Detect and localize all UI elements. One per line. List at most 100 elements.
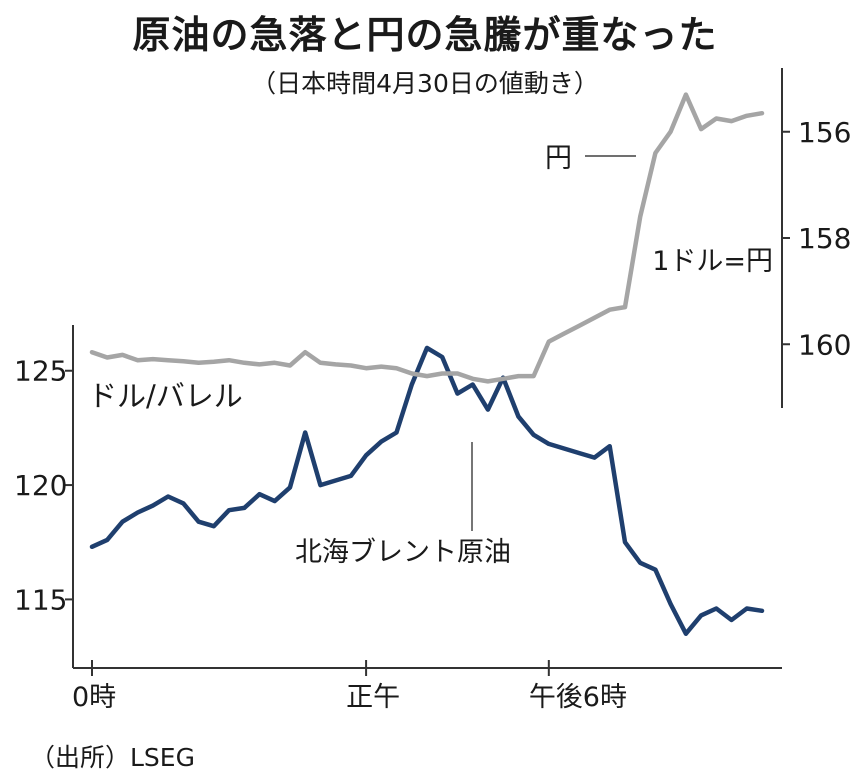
brent-point [227,508,231,512]
yen-point [136,358,140,362]
yen-point [516,374,520,378]
yen-point [684,92,688,97]
brent-point [303,430,307,435]
brent-point [90,545,94,549]
brent-point [455,392,460,396]
yen-point [196,361,201,365]
brent-point [699,613,703,618]
yen-point [288,363,292,368]
brent-point [684,632,688,636]
x-tick-label: 午後6時 [529,682,627,713]
brent-series-label: 北海ブレント原油 [295,537,511,568]
yen-point [273,361,277,365]
tick-marks: 115 120 125 156 158 160 0時 正午 午後6時 [14,116,850,713]
brent-point [669,602,673,606]
right-axis-unit-label: 1ドル=円 [652,246,773,277]
yen-point [531,374,536,378]
yen-point [394,366,399,370]
left-axis-unit-label: ドル/バレル [88,379,243,413]
brent-point [349,474,353,478]
brent-point [760,609,764,613]
yen-point [227,358,231,362]
yen-point [318,361,323,365]
yen-point [623,305,627,309]
yen-point [379,364,383,369]
yen-point [638,215,642,219]
yen-line [89,92,765,384]
yen-point [151,357,155,361]
right-y-tick-label: 156 [798,116,850,149]
brent-point [592,456,597,460]
yen-series-label: 円 [545,143,572,174]
chart-title: 原油の急落と円の急騰が重なった [132,13,718,57]
brent-point [638,561,642,565]
brent-point [577,451,581,455]
brent-point [120,520,125,524]
brent-point [471,382,475,387]
brent-point [394,430,399,435]
brent-point [334,478,338,483]
yen-point [334,362,338,367]
brent-point [196,520,201,524]
brent-point [562,446,566,451]
yen-point [699,127,703,131]
yen-point [120,353,125,357]
brent-point [729,618,734,622]
left-y-tick-label: 125 [14,355,67,388]
right-y-tick-label: 158 [798,222,850,255]
brent-point [379,440,383,444]
brent-point [212,524,216,528]
yen-point [242,361,246,365]
brent-point [288,485,292,489]
left-y-tick-label: 120 [14,469,67,502]
brent-point [273,499,277,503]
x-tick-label: 正午 [346,682,400,713]
brent-point [531,433,536,437]
left-y-tick-label: 115 [14,583,67,616]
yen-point [669,130,673,134]
brent-point [623,540,627,544]
yen-point [562,332,566,336]
series-lines [89,92,765,636]
yen-point [745,114,749,118]
yen-point [760,111,764,115]
brent-point [486,408,490,412]
yen-point [577,324,581,328]
yen-point [653,151,658,155]
yen-point [105,355,109,360]
brent-point [105,538,109,542]
brent-point [410,382,414,387]
brent-point [242,506,246,510]
yen-point [729,119,734,123]
yen-point [212,360,216,364]
yen-point [455,371,460,376]
brent-point [364,453,368,457]
brent-point [547,442,551,446]
brent-point [166,494,170,499]
yen-point [547,339,551,344]
brent-point [653,568,658,572]
chart-subtitle: （日本時間4月30日の値動き） [251,69,599,98]
yen-point [608,308,612,312]
yen-point [592,316,597,320]
brent-point [516,414,520,419]
brent-point [136,510,140,515]
yen-point [501,377,505,381]
yen-point [364,366,368,370]
brent-point [181,501,185,505]
brent-point [318,483,323,487]
yen-point [425,374,429,378]
axes [72,68,783,669]
brent-point [608,444,612,448]
brent-point [745,606,749,611]
source-note: （出所）LSEG [30,743,195,772]
yen-point [257,362,262,367]
brent-point [425,346,429,350]
yen-point [181,359,185,363]
brent-point [257,492,262,496]
yen-point [714,116,718,121]
yen-point [349,363,353,368]
yen-point [166,358,170,362]
yen-point [471,377,475,381]
